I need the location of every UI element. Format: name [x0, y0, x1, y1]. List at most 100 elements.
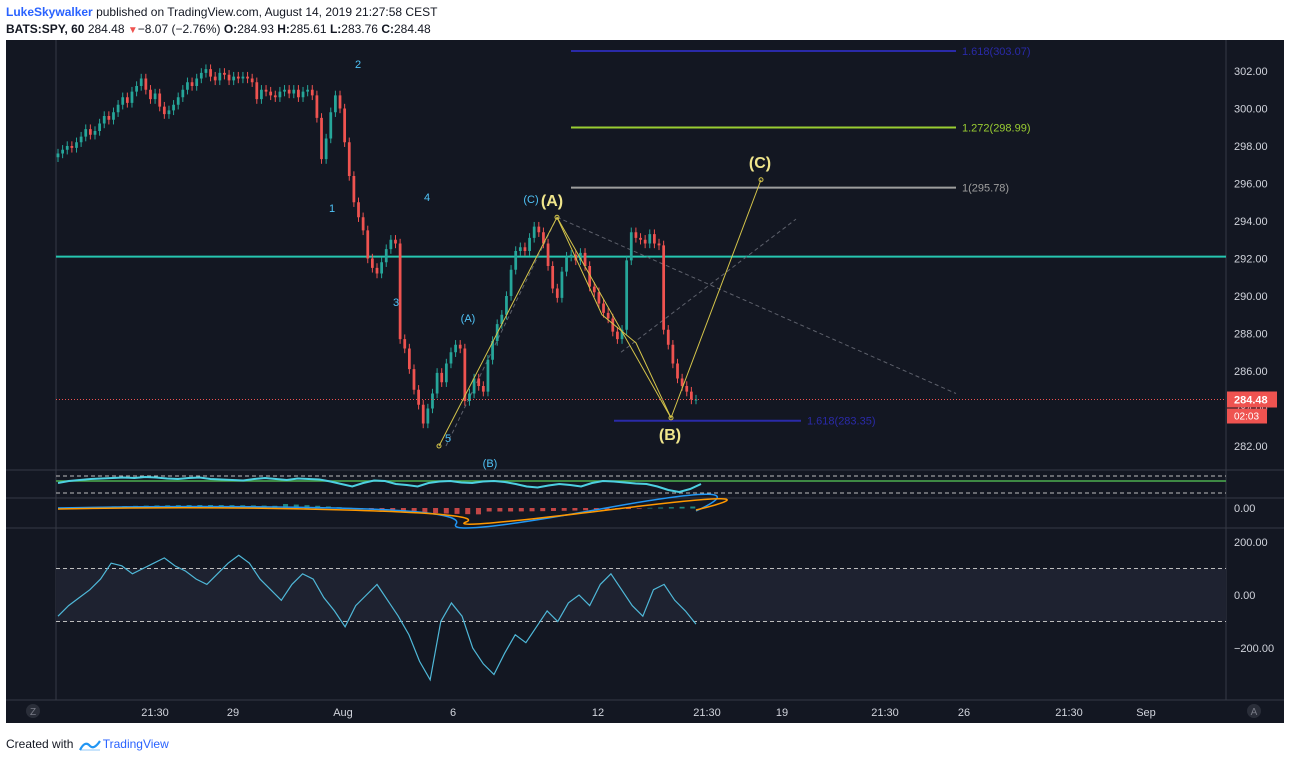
candle-up [514, 251, 518, 270]
macd-histogram-bar [497, 508, 503, 512]
zoom-reset-button [26, 704, 40, 718]
candle-down [190, 82, 194, 86]
candle-up [79, 136, 83, 143]
price-chart[interactable]: 1.618(303.07) 1.272(298.99) 1(295.78) 1.618… [6, 40, 1284, 723]
price-tick-label: 286.00 [1234, 366, 1268, 378]
candle-down [315, 95, 319, 118]
macd-histogram-bar [690, 506, 696, 509]
price-axis[interactable]: 302.00 300.00 298.00 296.00 294.00 292.00 290.… [1227, 66, 1277, 655]
candle-up [435, 372, 439, 394]
candle-up [195, 78, 199, 86]
rsi-pane [56, 475, 1226, 494]
candle-up [532, 226, 536, 238]
low-value: 283.76 [341, 22, 378, 36]
fib-extension-levels[interactable]: 1.618(303.07) 1.272(298.99) 1(295.78) 1.618… [571, 46, 1031, 428]
macd-histogram-bar [604, 508, 610, 510]
macd-histogram-bar [679, 506, 685, 509]
time-tick-label: 6 [450, 707, 456, 719]
candle-up [241, 76, 245, 79]
candle-down [366, 230, 370, 259]
abc-wave-path[interactable] [438, 179, 762, 447]
price-tick-label: 296.00 [1234, 179, 1268, 191]
candle-down [394, 239, 397, 244]
candle-down [370, 258, 374, 268]
candle-up [199, 72, 203, 79]
candle-down [592, 286, 596, 293]
macd-histogram-bar [572, 508, 578, 511]
candle-down [643, 239, 647, 244]
low-label: L: [329, 22, 342, 36]
high-value: 285.61 [289, 22, 327, 36]
time-tick-label: 21:30 [871, 707, 899, 719]
wave-label-minor: 2 [355, 59, 361, 71]
wave-label-major: (B) [659, 427, 681, 444]
candle-up [389, 239, 393, 250]
fib-level-label: 1.272(298.99) [962, 122, 1031, 134]
macd-pane [57, 493, 728, 529]
high-label: H: [277, 22, 290, 36]
tradingview-brand[interactable]: TradingView [102, 737, 169, 751]
auto-scale-button [1247, 704, 1261, 718]
macd-histogram-bar [400, 508, 406, 512]
author-link[interactable]: LukeSkywalker [6, 5, 93, 19]
candle-down [158, 93, 162, 107]
candle-up [75, 142, 78, 148]
candle-up [528, 237, 531, 251]
candle-up [61, 149, 65, 154]
macd-histogram-bar [658, 507, 664, 509]
macd-histogram-bar [508, 508, 514, 512]
projection-dashed-lines [445, 216, 957, 447]
down-arrow-icon: ▼ [127, 25, 138, 36]
wave-label-minor: (A) [461, 313, 476, 325]
candle-up [93, 131, 97, 135]
candle-down [320, 117, 323, 160]
candle-down [107, 116, 111, 120]
candle-down [666, 329, 670, 345]
minor-wave-path[interactable] [556, 217, 672, 419]
candle-up [625, 260, 629, 330]
candle-down [347, 142, 351, 176]
candle-down [477, 378, 481, 386]
macd-histogram-bar [454, 508, 460, 514]
candle-down [616, 331, 619, 340]
macd-histogram-bar [668, 507, 674, 509]
cci-tick-label: 0.00 [1234, 590, 1255, 602]
time-axis[interactable]: 21:30 29 Aug 6 12 21:30 19 21:30 26 21:30 Sep Z A [26, 704, 1261, 719]
candle-down [236, 76, 240, 79]
candle-down [680, 378, 684, 386]
macd-histogram-bar [518, 508, 524, 512]
macd-histogram-bar [529, 508, 535, 512]
candle-up [384, 249, 388, 263]
wave-label-minor: (B) [483, 458, 498, 470]
macd-histogram-bar [540, 508, 546, 512]
price-tick-label: 288.00 [1234, 329, 1268, 341]
candle-up [232, 76, 236, 81]
candle-down [144, 78, 148, 90]
macd-histogram-bar [636, 508, 642, 509]
candle-down [412, 369, 416, 390]
published-text: published on TradingView.com, August 14,… [96, 5, 438, 19]
time-tick-label: Aug [333, 707, 353, 719]
current-price-text: 284.48 [1234, 395, 1268, 407]
candle-up [301, 91, 305, 98]
candle-up [579, 252, 582, 261]
candle-down [583, 252, 587, 266]
candle-up [176, 97, 180, 105]
time-tick-label: Sep [1136, 707, 1156, 719]
fib-level-label: 1(295.78) [962, 183, 1009, 195]
candle-up [629, 232, 633, 261]
candle-down [269, 91, 273, 96]
candle-down [357, 202, 360, 218]
candle-up [500, 314, 504, 325]
candle-down [343, 108, 347, 143]
candle-down [639, 237, 642, 240]
candle-down [88, 129, 92, 135]
wave-point [758, 177, 764, 183]
cci-line [57, 554, 697, 682]
candle-down [440, 372, 444, 383]
candle-down [602, 303, 605, 313]
price-tick-label: 282.00 [1234, 441, 1268, 453]
candle-down [352, 176, 356, 203]
candle-down [310, 89, 314, 96]
price-tick-label: 300.00 [1234, 104, 1268, 116]
